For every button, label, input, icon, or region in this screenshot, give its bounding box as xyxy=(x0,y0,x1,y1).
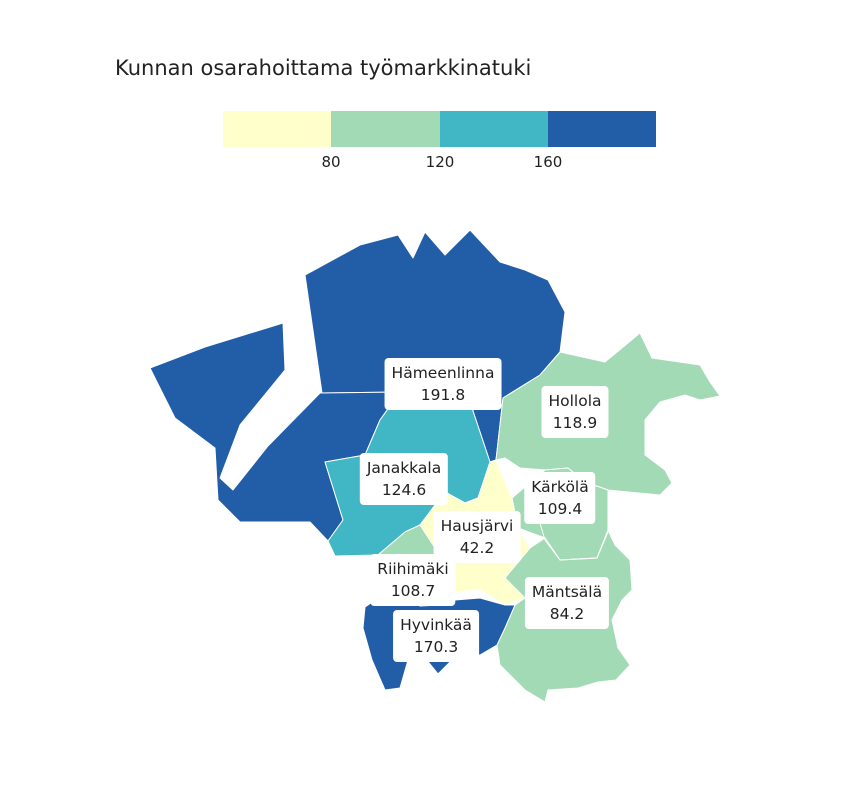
color-legend xyxy=(223,111,656,147)
label-hameenlinna: Hämeenlinna 191.8 xyxy=(384,358,502,410)
legend-swatch-1 xyxy=(223,111,332,147)
label-hollola-value: 118.9 xyxy=(552,414,598,432)
map-title: Kunnan osarahoittama työmarkkinatuki xyxy=(115,56,532,80)
legend-swatch-4 xyxy=(547,111,656,147)
legend-swatch-3 xyxy=(439,111,548,147)
legend-tick-160: 160 xyxy=(533,153,563,171)
label-hausjarvi: Hausjärvi 42.2 xyxy=(433,511,521,563)
label-hollola-name: Hollola xyxy=(548,392,602,410)
label-riihimaki-value: 108.7 xyxy=(390,582,436,600)
label-hameenlinna-name: Hämeenlinna xyxy=(391,364,495,382)
label-janakkala: Janakkala 124.6 xyxy=(359,453,449,505)
label-riihimaki-name: Riihimäki xyxy=(377,560,449,578)
label-janakkala-value: 124.6 xyxy=(381,481,427,499)
label-karkola-value: 109.4 xyxy=(537,500,583,518)
label-mantsala-name: Mäntsälä xyxy=(531,583,603,601)
label-hyvinkaa-name: Hyvinkää xyxy=(400,616,472,634)
label-janakkala-name: Janakkala xyxy=(366,459,442,477)
label-hyvinkaa: Hyvinkää 170.3 xyxy=(393,610,479,662)
legend-swatch-2 xyxy=(331,111,440,147)
label-mantsala: Mäntsälä 84.2 xyxy=(524,577,610,629)
label-hausjarvi-value: 42.2 xyxy=(459,539,495,557)
label-mantsala-value: 84.2 xyxy=(549,605,585,623)
label-hollola: Hollola 118.9 xyxy=(541,386,609,438)
label-hameenlinna-value: 191.8 xyxy=(420,386,466,404)
label-hyvinkaa-value: 170.3 xyxy=(413,638,459,656)
label-hausjarvi-name: Hausjärvi xyxy=(440,517,514,535)
legend-tick-80: 80 xyxy=(321,153,341,171)
label-karkola-name: Kärkölä xyxy=(531,478,589,496)
legend-tick-120: 120 xyxy=(425,153,455,171)
label-karkola: Kärkölä 109.4 xyxy=(524,472,596,524)
label-riihimaki: Riihimäki 108.7 xyxy=(370,554,456,606)
